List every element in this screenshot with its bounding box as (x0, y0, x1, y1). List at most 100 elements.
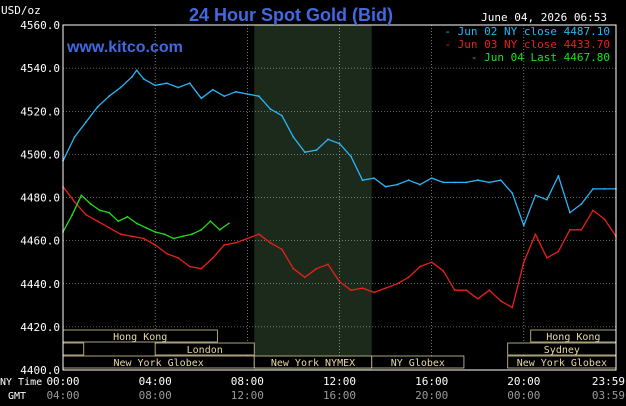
data-point (384, 185, 387, 188)
data-point (99, 209, 101, 212)
data-point (281, 248, 283, 251)
data-point (592, 209, 594, 212)
y-tick-labels: 4400.0 4420.0 4440.0 4460.0 4480.0 4500.0 4520… (20, 19, 60, 377)
ny-time-tick-label: 08:00 (231, 375, 264, 388)
data-point (145, 226, 147, 229)
data-point (476, 297, 479, 300)
data-point (557, 250, 560, 253)
legend-entry: - Jun 04 Last 4467.80 (471, 51, 610, 64)
gmt-tick-label: 12:00 (231, 389, 264, 402)
data-point (522, 261, 525, 264)
series-line (62, 69, 616, 227)
data-point (71, 213, 74, 216)
data-point (228, 222, 230, 225)
y-tick-label: 4500.0 (20, 148, 60, 161)
data-point (211, 88, 214, 91)
session-label: New York Globex (517, 358, 607, 369)
data-point (177, 257, 180, 259)
session-label: New York NYMEX (271, 358, 355, 369)
data-point (218, 228, 221, 231)
data-point (580, 228, 583, 231)
data-point (181, 235, 184, 238)
data-point (465, 181, 468, 184)
y-tick-label: 4400.0 (20, 364, 60, 377)
y-tick-label: 4560.0 (20, 19, 60, 32)
data-point (96, 106, 99, 108)
data-point (442, 181, 445, 184)
data-point (396, 282, 398, 285)
data-point (165, 252, 168, 255)
legend-entry: - Jun 02 NY close 4487.10 (444, 25, 610, 38)
data-point (108, 211, 110, 214)
unit-label: USD/oz (1, 4, 41, 17)
gmt-tick-label: 03:59 (592, 389, 625, 402)
data-point (135, 69, 138, 72)
data-point (350, 289, 352, 292)
data-point (154, 231, 157, 233)
session-box (371, 355, 465, 369)
data-point (292, 267, 295, 270)
data-point (430, 261, 433, 264)
data-point (163, 233, 166, 236)
data-point (407, 276, 410, 279)
data-point (108, 226, 110, 229)
data-point (419, 183, 421, 186)
y-tick-label: 4420.0 (20, 321, 60, 334)
y-tick-label: 4540.0 (20, 62, 60, 75)
session-label: Hong Kong (113, 332, 167, 343)
y-tick-label: 4460.0 (20, 235, 60, 248)
data-point (142, 78, 145, 80)
data-point (154, 84, 157, 87)
data-point (234, 90, 237, 93)
session-box (154, 342, 255, 356)
data-point (131, 235, 134, 238)
gmt-tick-label: 04:00 (46, 389, 79, 402)
data-point (119, 233, 122, 236)
data-point (580, 203, 583, 205)
data-point (200, 267, 203, 270)
data-point (407, 179, 410, 182)
data-point (211, 257, 214, 259)
data-point (361, 179, 364, 182)
data-point (135, 222, 138, 225)
data-point (569, 211, 571, 214)
session-label: Hong Kong (546, 332, 600, 343)
data-point (453, 289, 456, 292)
data-point (315, 267, 318, 270)
data-point (73, 200, 76, 203)
session-box (62, 342, 85, 356)
gmt-tick-label: 20:00 (415, 389, 448, 402)
data-point (223, 95, 226, 98)
data-point (269, 241, 272, 244)
data-point (281, 114, 283, 117)
data-point (246, 237, 249, 240)
data-point (246, 93, 249, 95)
data-point (80, 194, 83, 197)
data-point (200, 228, 203, 231)
data-point (304, 151, 306, 154)
data-point (499, 179, 502, 182)
data-point (315, 149, 318, 152)
data-point (177, 86, 180, 89)
timestamp: June 04, 2026 06:53 (481, 11, 607, 24)
data-point (569, 228, 571, 231)
session-markers: Hong Kong Hong Kong London Sydney New York G… (62, 329, 617, 369)
data-point (338, 142, 341, 145)
data-point (338, 280, 341, 283)
data-point (350, 155, 352, 158)
data-point (258, 95, 260, 98)
data-point (603, 218, 606, 221)
ny-time-tick-label: 23:59 (592, 375, 625, 388)
data-point (442, 269, 445, 272)
series-lines (62, 69, 617, 309)
data-point (131, 75, 134, 78)
data-point (223, 244, 226, 246)
gmt-tick-label: 00:00 (507, 389, 540, 402)
data-point (234, 241, 237, 244)
data-point (96, 220, 99, 223)
ny-time-tick-label: 04:00 (139, 375, 172, 388)
plot-frame (62, 24, 617, 371)
data-point (89, 203, 92, 205)
session-label: Sydney (544, 345, 580, 356)
